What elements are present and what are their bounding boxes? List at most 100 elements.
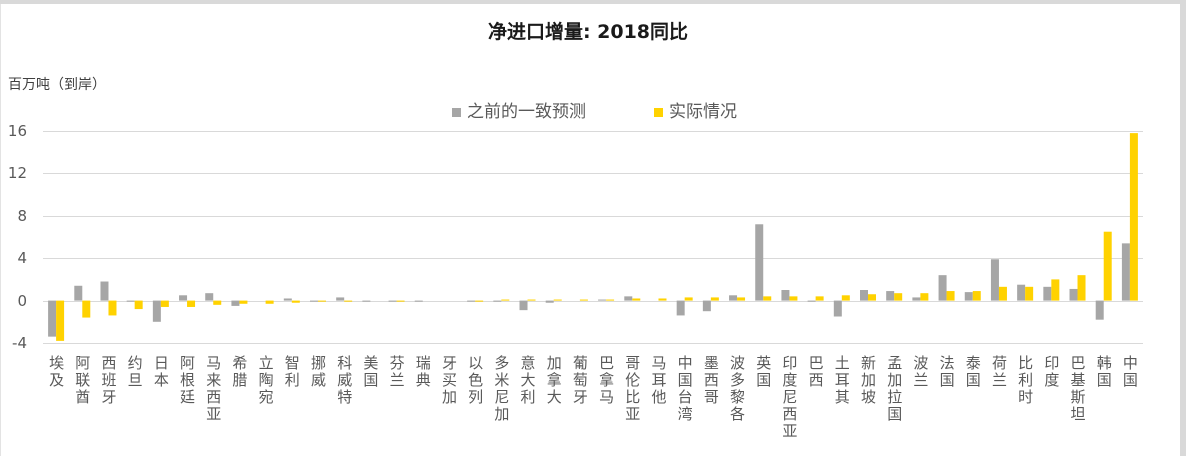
legend-swatch-prior-consensus [452,107,461,117]
bar-actual [213,300,222,305]
legend-item-prior-consensus: 之前的一致预测 [452,101,586,123]
bar-prior-consensus [886,291,895,301]
bar-prior-consensus [545,300,554,303]
bar-prior-consensus [388,300,397,302]
x-tick-label: 牙买加 [439,355,458,406]
x-tick-label: 西班牙 [99,355,118,406]
bar-actual [1051,279,1060,301]
y-tick-label: 16 [7,122,27,140]
legend-item-actual: 实际情况 [654,101,737,123]
bar-prior-consensus [676,300,685,316]
bar-prior-consensus [100,281,109,301]
bar-actual [1077,275,1086,301]
bar-actual [737,297,746,301]
bar-actual [658,298,667,301]
legend-label-prior-consensus: 之前的一致预测 [467,102,586,122]
bar-prior-consensus [126,300,135,302]
y-tick-label: 0 [17,291,27,310]
bar-actual [894,293,903,301]
bar-prior-consensus [729,295,738,301]
bar-prior-consensus [990,259,999,301]
bar-actual [1103,231,1112,301]
bars [48,133,1138,341]
bar-prior-consensus [781,290,790,301]
bar-actual [1025,286,1034,301]
bar-actual [56,300,65,341]
bar-prior-consensus [1017,284,1026,301]
bar-prior-consensus [179,295,188,301]
bar-actual [239,300,248,304]
bar-prior-consensus [310,300,318,302]
gridlines [43,131,1143,344]
bar-actual [187,300,196,307]
bar-prior-consensus [702,300,711,312]
y-tick-label: 12 [7,164,27,183]
bar-prior-consensus [624,296,633,301]
bar-actual [318,300,326,302]
x-tick-label: 哥伦比亚 [623,355,642,423]
bar-prior-consensus [283,298,292,301]
bar-prior-consensus [833,300,842,317]
x-tick-label: 中国 [1120,355,1139,389]
bar-actual [265,300,274,304]
bar-prior-consensus [74,285,83,301]
x-tick-label: 巴西 [806,355,825,389]
x-tick-label: 中国台湾 [675,355,694,423]
x-tick-label: 以色列 [466,355,485,406]
x-tick-label: 约旦 [125,355,144,389]
bar-prior-consensus [231,300,240,306]
bar-actual [527,299,536,301]
x-tick-label: 波多黎各 [728,355,747,423]
bar-prior-consensus [1095,300,1104,320]
x-tick-label: 美国 [361,355,380,389]
bar-prior-consensus [152,300,161,322]
bar-prior-consensus [414,300,423,302]
legend-swatch-actual [654,107,663,117]
x-tick-label: 马耳他 [649,355,668,406]
x-tick-label: 荷兰 [989,355,1008,389]
bar-actual [998,286,1007,301]
bar-actual [815,296,824,301]
x-tick-label: 科威特 [335,355,354,406]
bar-prior-consensus [912,297,921,301]
x-tick-label: 印度尼西亚 [780,355,799,440]
bar-prior-consensus [938,275,947,301]
bar-prior-consensus [598,299,607,301]
bar-actual [684,297,693,301]
bar-prior-consensus [205,293,214,301]
bar-prior-consensus [336,297,345,301]
bar-prior-consensus [48,300,57,337]
bar-actual [763,296,772,301]
x-tick-label: 比利时 [1016,355,1035,406]
x-tick-label: 日本 [151,355,170,389]
bar-actual [710,297,719,301]
x-tick-label: 希腊 [230,355,249,389]
x-tick-label: 韩国 [1094,355,1113,389]
x-tick-label: 意大利 [518,355,537,406]
x-tick-label: 法国 [937,355,956,389]
bar-actual [606,299,615,301]
bar-actual [972,291,981,301]
bar-actual [868,294,876,301]
bar-actual [553,299,562,301]
bar-actual [632,298,641,301]
x-tick-label: 埃及 [47,355,66,389]
x-tick-label: 立陶宛 [256,355,275,406]
bar-actual [841,295,850,301]
bar-actual [501,299,510,301]
x-tick-label: 泰国 [963,355,982,389]
x-tick-label: 阿根廷 [178,355,197,406]
bar-actual [108,300,117,316]
bar-prior-consensus [860,290,868,301]
bar-prior-consensus [493,300,502,302]
x-tick-label: 孟加拉国 [885,355,904,423]
x-tick-label: 英国 [754,355,773,389]
x-tick-label: 多米尼加 [492,355,511,423]
bar-actual [1129,133,1138,301]
x-tick-label: 波兰 [911,355,930,389]
bar-actual [579,299,588,301]
bar-actual [160,300,169,307]
bar-prior-consensus [362,300,371,302]
